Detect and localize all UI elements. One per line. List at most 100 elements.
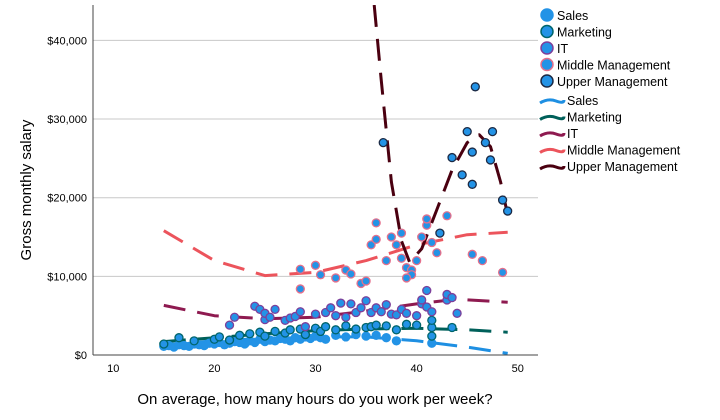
data-point (427, 315, 437, 326)
fit-line (163, 229, 508, 278)
data-point (300, 329, 311, 340)
data-point (366, 240, 376, 250)
data-point (422, 285, 432, 296)
data-point (396, 228, 407, 238)
data-point (447, 152, 457, 163)
legend-label: Marketing (567, 111, 622, 125)
data-point (467, 179, 477, 189)
y-tick-label: $40,000 (47, 35, 87, 47)
data-point (497, 195, 508, 205)
data-point (401, 319, 412, 329)
data-point (224, 335, 235, 345)
data-point (174, 333, 184, 343)
data-point (376, 307, 386, 317)
data-point (411, 255, 422, 266)
data-point (411, 311, 422, 321)
y-tick-label: $10,000 (47, 271, 87, 283)
x-tick-labels: 10 20 30 40 50 (107, 363, 524, 375)
data-point (295, 307, 305, 317)
y-tick-label: $20,000 (47, 193, 87, 205)
data-point (467, 249, 477, 259)
data-point (346, 269, 356, 279)
data-point (361, 296, 371, 306)
data-point (315, 270, 326, 280)
x-tick-label: 50 (512, 363, 524, 375)
data-point (391, 336, 402, 346)
legend-marker-icon (540, 41, 554, 55)
data-point (487, 126, 498, 137)
data-point (422, 214, 432, 224)
fit-line (163, 335, 508, 355)
data-point (260, 331, 270, 341)
data-point (485, 155, 496, 165)
data-point (381, 333, 391, 343)
fit-lines (163, 5, 510, 355)
data-point (427, 331, 437, 341)
y-axis-title: Gross monthly salary (18, 119, 35, 260)
data-point (480, 137, 491, 148)
x-tick-label: 10 (107, 363, 119, 375)
data-point (320, 322, 331, 332)
data-point (467, 147, 477, 157)
data-point (285, 325, 295, 335)
data-point (378, 137, 388, 148)
data-point (331, 273, 341, 283)
data-point (351, 324, 361, 334)
data-point (336, 298, 346, 308)
x-tick-label: 40 (411, 363, 423, 375)
data-point (371, 330, 381, 340)
legend-label: Middle Management (567, 144, 681, 158)
data-point (427, 307, 437, 317)
data-point (245, 329, 255, 339)
data-point (462, 126, 472, 137)
data-point (396, 253, 407, 263)
legend-label: Sales (557, 9, 588, 23)
legend-line-icon (539, 164, 566, 171)
legend-label: IT (557, 42, 568, 56)
data-point (234, 330, 245, 340)
data-point (159, 339, 169, 349)
data-point (371, 218, 381, 228)
data-point (417, 232, 427, 242)
x-tick-label: 20 (208, 363, 220, 375)
x-tick-label: 30 (309, 363, 321, 375)
legend-marker-icon (540, 24, 554, 39)
data-point (214, 332, 225, 342)
data-point (295, 284, 305, 294)
data-point (229, 312, 240, 322)
data-point (391, 310, 402, 320)
y-tick-label: $0 (75, 350, 87, 362)
data-point (503, 206, 513, 216)
data-point (356, 303, 366, 313)
data-point (310, 260, 321, 270)
data-point (361, 276, 371, 286)
legend-line-icon (539, 131, 566, 138)
data-point (320, 334, 331, 344)
data-point (427, 237, 437, 248)
data-point (386, 232, 397, 242)
data-point (447, 322, 457, 333)
data-point (265, 312, 275, 322)
data-point (497, 267, 508, 278)
legend-line-icon (539, 147, 566, 154)
y-tick-label: $30,000 (47, 114, 87, 126)
data-point (417, 295, 427, 305)
legend-line-icon (539, 114, 566, 121)
data-point (224, 320, 235, 330)
data-point (361, 331, 371, 341)
data-point (391, 325, 402, 335)
y-tick-labels: $0 $10,000 $20,000 $30,000 $40,000 (47, 35, 87, 362)
data-point (189, 336, 199, 346)
data-point (310, 309, 321, 319)
data-point (401, 273, 412, 283)
data-point (452, 308, 462, 318)
data-point (326, 303, 336, 313)
legend-marker-icon (540, 74, 554, 88)
data-point (477, 255, 488, 266)
data-point (331, 325, 341, 335)
data-point (391, 240, 402, 250)
legend-label: Upper Management (567, 160, 678, 174)
data-point (470, 82, 480, 92)
data-point (381, 321, 391, 331)
